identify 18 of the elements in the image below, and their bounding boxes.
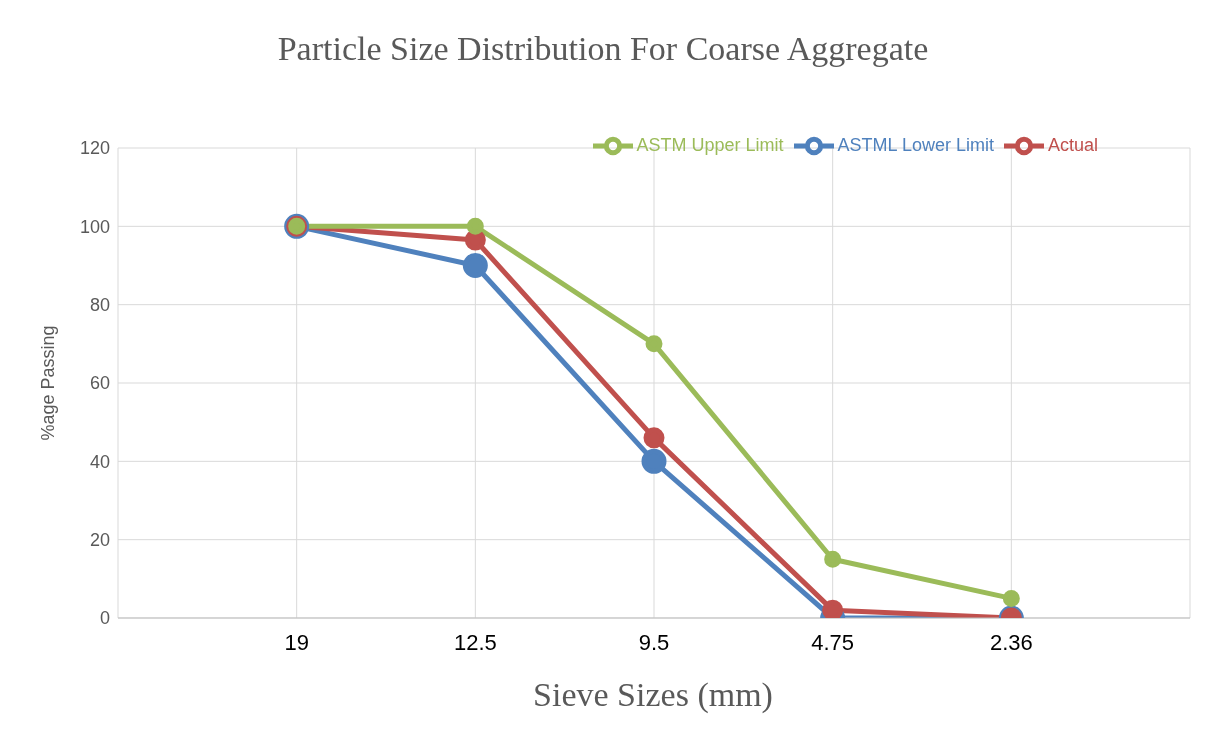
legend-label: ASTM Upper Limit xyxy=(636,134,784,155)
x-tick-label: 9.5 xyxy=(638,629,670,655)
y-tick-label: 20 xyxy=(89,530,110,551)
chart-title: Particle Size Distribution For Coarse Aggregate xyxy=(276,30,930,68)
x-tick-label: 2.36 xyxy=(989,629,1033,655)
y-axis-title: %age Passing xyxy=(38,325,59,441)
y-tick-label: 60 xyxy=(89,373,110,394)
legend-label: Actual xyxy=(1047,134,1098,155)
x-tick-label: 12.5 xyxy=(453,629,497,655)
legend-label: ASTML Lower Limit xyxy=(837,134,994,155)
x-tick-label: 19 xyxy=(284,629,309,655)
y-tick-label: 40 xyxy=(89,451,110,472)
y-tick-label: 120 xyxy=(79,138,110,159)
y-tick-label: 0 xyxy=(99,608,110,629)
y-tick-label: 80 xyxy=(89,295,110,316)
x-tick-label: 4.75 xyxy=(811,629,855,655)
x-axis-title: Sieve Sizes (mm) xyxy=(532,676,774,714)
y-tick-label: 100 xyxy=(79,216,110,237)
